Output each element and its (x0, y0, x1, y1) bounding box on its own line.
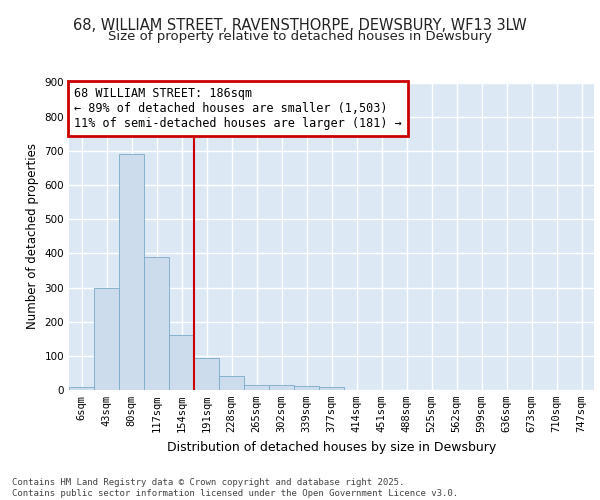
Bar (219, 376, 244, 390)
Bar (169, 336, 194, 390)
Text: Size of property relative to detached houses in Dewsbury: Size of property relative to detached ho… (108, 30, 492, 43)
X-axis label: Distribution of detached houses by size in Dewsbury: Distribution of detached houses by size … (167, 440, 496, 454)
Bar (294, 386, 319, 390)
Y-axis label: Number of detached properties: Number of detached properties (26, 143, 39, 329)
Text: Contains HM Land Registry data © Crown copyright and database right 2025.
Contai: Contains HM Land Registry data © Crown c… (12, 478, 458, 498)
Bar (119, 154, 144, 390)
Bar (69, 388, 94, 390)
Text: 68, WILLIAM STREET, RAVENSTHORPE, DEWSBURY, WF13 3LW: 68, WILLIAM STREET, RAVENSTHORPE, DEWSBU… (73, 18, 527, 32)
Bar (244, 385, 269, 390)
Bar (194, 358, 219, 390)
Bar (319, 386, 344, 390)
Text: 68 WILLIAM STREET: 186sqm
← 89% of detached houses are smaller (1,503)
11% of se: 68 WILLIAM STREET: 186sqm ← 89% of detac… (74, 87, 402, 130)
Bar (94, 288, 119, 390)
Bar (144, 257, 169, 390)
Bar (269, 385, 294, 390)
